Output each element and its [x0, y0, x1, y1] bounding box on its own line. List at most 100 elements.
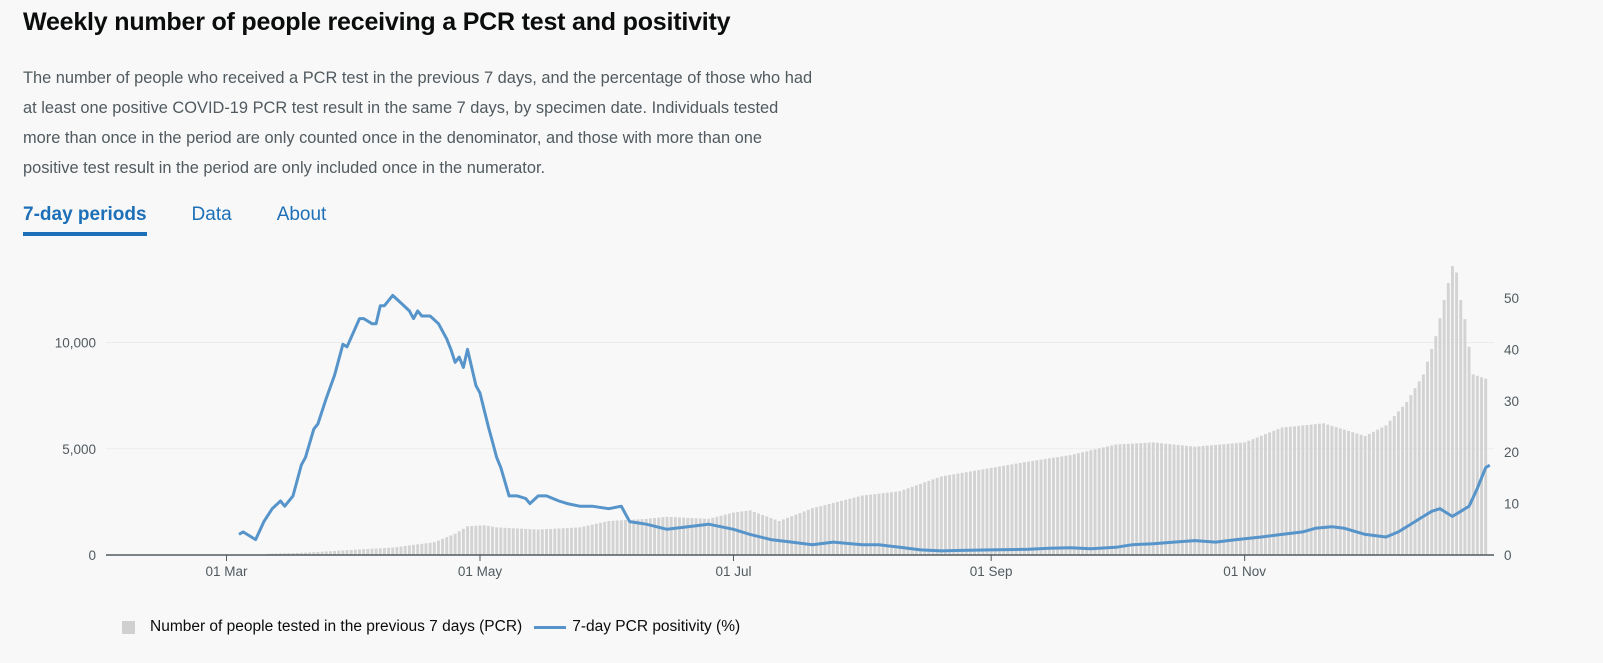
bar-2020-08-15	[919, 483, 922, 555]
bar-2020-04-13	[403, 545, 407, 555]
bar-2020-08-05	[877, 493, 881, 555]
bar-2020-04-27	[461, 528, 465, 555]
tab-about[interactable]: About	[276, 204, 327, 225]
bar-2020-11-04	[1255, 437, 1259, 555]
bar-2020-06-04	[619, 520, 623, 555]
bar-2020-03-23	[316, 551, 320, 555]
bar-2020-09-27	[1097, 448, 1101, 555]
bar-2020-08-29	[977, 470, 981, 555]
bar-2020-12-05	[1384, 425, 1388, 555]
bar-2020-08-22	[948, 474, 952, 555]
bar-2020-05-13	[528, 529, 532, 555]
bar-2020-06-21	[690, 518, 694, 555]
bar-2020-05-29	[594, 523, 598, 555]
bar-2020-04-21	[437, 540, 440, 555]
bar-2020-03-20	[304, 552, 307, 555]
bar-2020-04-06	[374, 548, 378, 555]
bar-2020-10-01	[1114, 444, 1118, 555]
bar-2020-10-18	[1185, 445, 1188, 555]
legend-item-positivity[interactable]: 7-day PCR positivity (%)	[534, 618, 740, 636]
y-right-tick-1: 10	[1504, 497, 1519, 512]
bar-2020-04-11	[395, 547, 399, 555]
bar-2020-12-04	[1380, 427, 1384, 555]
bar-2020-04-22	[441, 538, 445, 555]
bar-2020-05-04	[491, 526, 494, 555]
bar-2020-06-23	[698, 518, 702, 555]
y-right-tick-0: 0	[1504, 548, 1512, 563]
tab-bar: 7-day periods Data About	[23, 204, 371, 236]
bar-2020-10-11	[1155, 442, 1159, 555]
bar-2020-10-16	[1176, 444, 1180, 555]
bar-2020-07-24	[827, 504, 831, 555]
bar-2020-12-07	[1392, 416, 1396, 555]
bar-2020-03-27	[333, 550, 337, 555]
bar-2020-06-14	[661, 517, 665, 555]
bar-2020-04-16	[416, 544, 420, 555]
tab-7-day-periods[interactable]: 7-day periods	[23, 204, 147, 236]
bar-2020-08-28	[973, 470, 976, 555]
bar-2020-04-18	[424, 543, 428, 555]
bar-2020-08-16	[923, 482, 927, 555]
bar-2020-07-06	[752, 511, 756, 555]
bar-2020-05-28	[590, 524, 594, 555]
bar-2020-09-22	[1076, 453, 1080, 555]
bar-2020-05-22	[565, 528, 569, 555]
bar-series	[266, 266, 1488, 555]
bar-2020-06-01	[607, 521, 611, 555]
tab-data[interactable]: Data	[191, 204, 232, 225]
bar-2020-03-29	[341, 550, 345, 555]
bar-2020-05-07	[503, 527, 507, 555]
bar-2020-12-17	[1434, 336, 1438, 555]
bar-2020-05-01	[478, 525, 482, 555]
bar-2020-09-14	[1043, 458, 1047, 555]
bar-2020-08-17	[927, 480, 931, 555]
bar-2020-11-13	[1293, 426, 1296, 555]
bar-2020-09-03	[998, 466, 1001, 555]
bar-2020-07-22	[819, 506, 823, 555]
bar-2020-03-22	[312, 552, 316, 555]
bar-2020-03-16	[287, 553, 291, 555]
bar-2020-07-29	[848, 498, 852, 555]
bar-2020-10-28	[1226, 443, 1230, 555]
bar-2020-09-26	[1093, 449, 1097, 555]
bar-2020-09-15	[1047, 458, 1051, 555]
bar-2020-04-12	[399, 546, 403, 555]
bar-2020-06-30	[727, 513, 731, 555]
bar-2020-09-18	[1060, 456, 1064, 555]
bar-2020-06-15	[665, 516, 669, 555]
y-right-tick-2: 20	[1504, 445, 1519, 460]
bar-2020-09-12	[1035, 460, 1039, 555]
bar-2020-05-20	[557, 528, 561, 555]
bar-2020-09-23	[1081, 452, 1085, 555]
bar-2020-06-16	[669, 516, 673, 555]
legend-item-tests[interactable]: Number of people tested in the previous …	[122, 618, 522, 636]
bar-2020-12-02	[1372, 431, 1375, 555]
bar-2020-06-06	[628, 519, 632, 555]
bar-2020-08-18	[931, 479, 935, 555]
bar-2020-11-06	[1263, 434, 1267, 555]
bar-2020-06-20	[686, 517, 690, 555]
bar-2020-11-07	[1268, 432, 1272, 555]
bar-2020-08-06	[881, 493, 885, 555]
bar-2020-05-11	[520, 528, 524, 555]
y-axis-right: 0 10 20 30 40 50	[1504, 291, 1519, 563]
x-tick-label-1: 01 May	[458, 564, 503, 579]
bar-2020-11-20	[1322, 423, 1326, 555]
bar-2020-11-29	[1359, 434, 1363, 555]
legend-swatch-line	[534, 625, 567, 629]
bar-2020-06-26	[711, 517, 715, 555]
bar-2020-08-04	[873, 494, 877, 555]
bar-2020-11-28	[1355, 433, 1359, 555]
bar-2020-05-23	[569, 527, 573, 555]
bar-2020-12-21	[1450, 266, 1454, 555]
legend-label-positivity: 7-day PCR positivity (%)	[572, 618, 741, 635]
bar-2020-03-17	[291, 553, 295, 555]
bar-2020-12-27	[1475, 375, 1479, 555]
bar-2020-05-17	[545, 529, 548, 555]
bar-2020-09-30	[1110, 445, 1114, 555]
bar-2020-10-30	[1234, 443, 1238, 555]
bar-2020-11-27	[1351, 432, 1355, 555]
bar-2020-04-28	[466, 526, 469, 555]
bar-2020-10-05	[1131, 443, 1134, 555]
bar-2020-10-21	[1197, 446, 1201, 555]
